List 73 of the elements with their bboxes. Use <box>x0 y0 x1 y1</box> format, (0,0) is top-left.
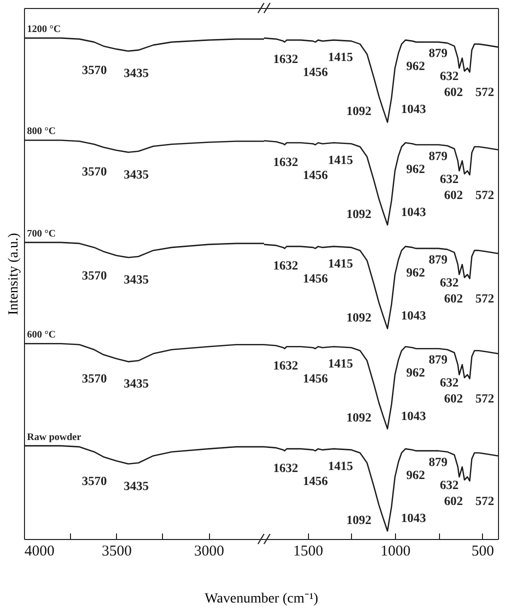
y-axis-title: Intensity (a.u.) <box>6 232 22 316</box>
annotation: 1456 <box>302 168 328 182</box>
annotation: 1092 <box>346 104 372 118</box>
annotation: 602 <box>444 392 463 406</box>
series-label: 1200 °C <box>27 24 61 36</box>
annotation: 1092 <box>346 206 372 221</box>
annotation: 1043 <box>400 102 426 116</box>
annotation: 3570 <box>82 372 107 386</box>
annotation: 1456 <box>302 65 328 80</box>
series-label: 800 °C <box>27 126 56 138</box>
annotation: 1043 <box>400 204 426 219</box>
annotation: 879 <box>428 148 448 163</box>
annotation: 602 <box>444 292 463 306</box>
annotation: 962 <box>406 265 425 280</box>
annotation: 572 <box>475 494 494 508</box>
annotation: 572 <box>475 188 494 202</box>
annotation: 1092 <box>346 512 372 527</box>
annotation: 1415 <box>328 356 353 371</box>
annotation: 572 <box>475 292 494 306</box>
annotation: 3435 <box>124 376 149 391</box>
annotation: 602 <box>444 494 463 508</box>
x-tick-label: 3000 <box>194 544 224 560</box>
annotation: 3570 <box>82 164 107 178</box>
annotation: 632 <box>440 172 459 186</box>
annotation: 3570 <box>82 268 107 282</box>
x-tick-label: 1500 <box>293 544 324 560</box>
series-label: 700 °C <box>27 228 56 240</box>
annotation: 602 <box>444 188 463 202</box>
annotation: 3435 <box>124 66 149 80</box>
annotation: 632 <box>440 276 459 290</box>
annotation: 1456 <box>302 271 328 286</box>
annotation: 879 <box>428 252 448 266</box>
annotation: 879 <box>428 46 448 60</box>
annotation: 3435 <box>124 478 149 493</box>
annotation: 602 <box>444 85 463 100</box>
annotation: 1415 <box>328 152 353 167</box>
annotation: 1092 <box>346 310 372 325</box>
annotation: 3435 <box>124 272 149 286</box>
annotation: 632 <box>440 478 459 492</box>
annotation: 1632 <box>273 460 298 475</box>
annotation: 1092 <box>346 410 372 425</box>
annotation: 962 <box>406 468 425 482</box>
x-tick-label: 1000 <box>380 544 410 560</box>
annotation: 879 <box>428 352 448 367</box>
annotation: 1043 <box>400 408 426 423</box>
x-tick-label: 4000 <box>24 544 54 560</box>
annotation: 1043 <box>400 510 426 525</box>
x-tick-label: 3500 <box>102 544 132 560</box>
annotation: 572 <box>475 85 494 100</box>
annotation: 1632 <box>273 258 298 272</box>
annotation: 962 <box>406 366 425 380</box>
x-axis-title: Wavenumber (cm⁻¹) <box>204 592 319 606</box>
annotation: 1632 <box>273 358 298 373</box>
annotation: 3570 <box>82 474 107 488</box>
annotation: 1415 <box>328 458 353 473</box>
series-label: 600 °C <box>27 330 56 341</box>
annotation: 1632 <box>273 154 298 169</box>
annotation: 1415 <box>328 50 353 64</box>
annotation: 1456 <box>302 372 328 386</box>
annotation: 962 <box>406 162 425 176</box>
x-tick-label: 500 <box>472 544 494 560</box>
annotation: 1632 <box>273 52 298 66</box>
annotation: 632 <box>440 69 459 84</box>
annotation: 572 <box>475 392 494 406</box>
annotation: 3435 <box>124 167 149 182</box>
annotation: 1456 <box>302 474 328 488</box>
series-label: Raw powder <box>27 432 82 443</box>
annotation: 879 <box>428 454 448 469</box>
annotation: 632 <box>440 376 459 390</box>
annotation: 3570 <box>82 63 107 78</box>
annotation: 962 <box>406 59 425 74</box>
annotation: 1415 <box>328 256 353 270</box>
annotation: 1043 <box>400 308 426 323</box>
